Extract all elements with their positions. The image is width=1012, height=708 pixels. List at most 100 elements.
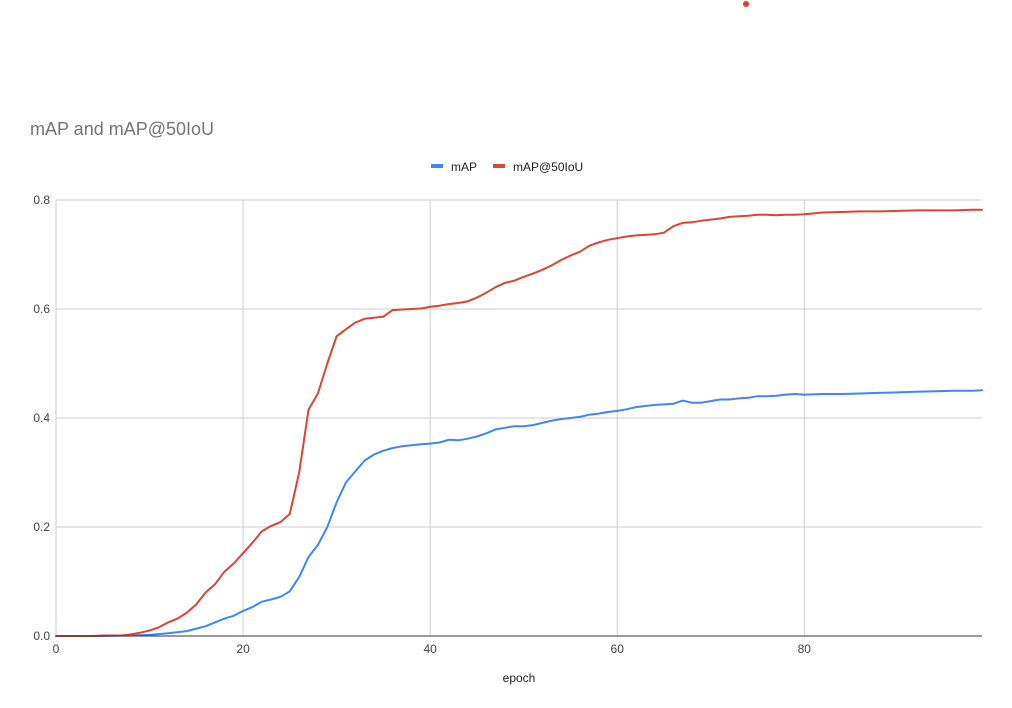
data-point [607,411,609,413]
data-point [448,303,450,305]
data-point [420,443,422,446]
data-point [391,309,394,311]
data-point [214,621,216,624]
data-point [878,210,880,213]
data-point [485,432,488,435]
data-points [55,209,983,637]
data-point [494,286,497,289]
data-point [326,362,329,365]
data-point [354,470,357,473]
data-point [597,412,600,415]
data-point [532,272,534,275]
x-axis-label: epoch [503,671,536,685]
data-point [429,306,431,308]
x-tick-label: 80 [798,642,812,656]
data-point [158,626,160,629]
data-point [232,615,235,617]
series-line-map50iou [55,208,983,637]
data-point [691,401,693,404]
data-point [251,542,254,544]
data-point [859,392,862,395]
data-point [410,444,413,447]
data-point [915,391,918,393]
data-point [251,606,254,608]
data-point [747,215,749,217]
data-point [681,399,684,402]
data-point [644,405,647,407]
data-point [522,425,525,428]
data-point [700,219,703,222]
data-point [204,625,207,627]
data-point [167,632,169,635]
y-axis-ticks: 0.0 0.2 0.4 0.6 0.8 [33,193,50,643]
data-point [653,233,656,236]
data-point [494,428,497,431]
grid [55,199,982,636]
data-point [513,279,516,282]
data-point [878,392,880,394]
data-point [775,214,777,217]
data-point [859,210,862,213]
data-point [261,600,263,603]
data-point [794,213,796,216]
data-point [345,481,347,484]
data-point [784,393,787,396]
data-point [700,401,703,404]
data-point [616,410,618,412]
data-point [803,393,806,396]
data-point [438,441,441,444]
legend-label-map50iou: mAP@50IoU [513,160,583,174]
data-point [317,392,319,395]
data-point [569,254,572,257]
y-tick-label: 0.2 [33,520,50,534]
data-point [719,398,721,401]
x-axis-ticks: 0 20 40 60 80 [53,642,812,656]
data-point [167,621,169,624]
data-point [672,225,675,227]
data-point [223,617,226,620]
data-point [195,603,198,606]
data-point [522,276,525,278]
legend-swatch-map [431,164,443,168]
data-point [971,209,974,211]
data-point [588,245,590,247]
y-tick-label: 0.4 [33,411,50,425]
data-point [738,215,740,218]
data-point [466,437,469,440]
data-point [953,390,955,392]
data-point [335,335,338,338]
data-point [738,397,740,400]
data-point [728,398,731,401]
data-point [728,216,731,218]
data-point [186,611,188,614]
data-point [148,634,151,636]
data-point [766,395,768,398]
data-point [550,419,553,422]
data-point [719,217,721,220]
data-point [709,400,712,402]
data-point [448,439,450,441]
series-line-map [55,389,983,637]
data-point [345,328,347,331]
data-point [289,513,291,515]
data-point [981,389,983,392]
data-point [382,315,385,318]
data-point [794,393,796,395]
data-point [953,209,955,212]
data-point [363,318,366,320]
data-point [242,610,244,612]
data-point [289,590,291,593]
data-point [466,300,469,303]
data-point [148,629,151,632]
data-point [401,445,403,448]
data-point [766,213,768,216]
data-point [840,211,843,213]
data-point [635,406,637,408]
data-point [840,393,843,395]
data-point [934,390,936,393]
data-point [672,403,675,405]
data-point [915,209,918,212]
series-lines [55,208,983,637]
data-point [270,525,272,527]
